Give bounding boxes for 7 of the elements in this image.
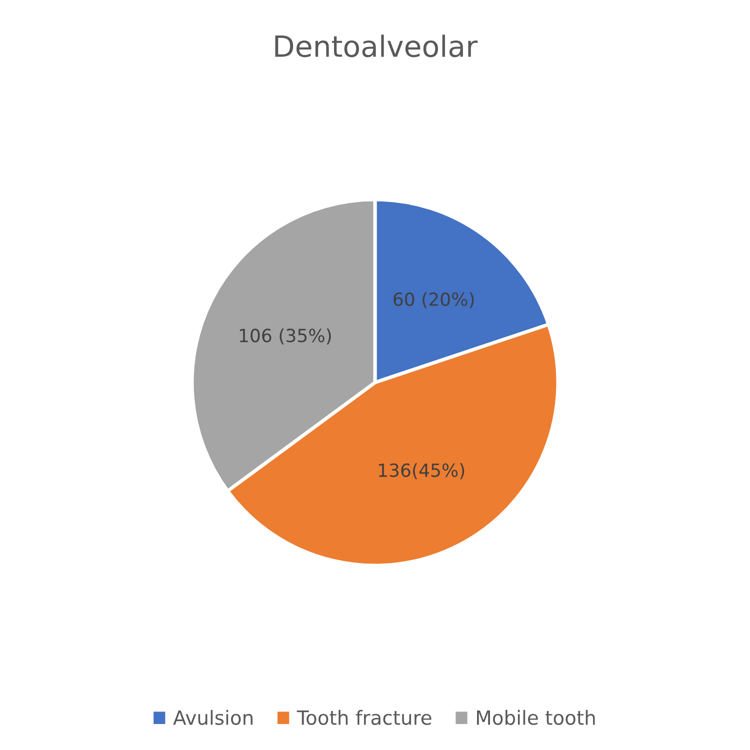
legend-label: Avulsion xyxy=(173,710,252,725)
chart-title: Dentoalveolar xyxy=(275,34,478,58)
data-label: 60 (20%) xyxy=(394,292,474,308)
legend-label: Tooth fracture xyxy=(296,710,432,725)
legend-label: Mobile tooth xyxy=(477,710,595,725)
data-label: 136(45%) xyxy=(378,463,464,480)
data-label: 106 (35%) xyxy=(240,328,331,344)
